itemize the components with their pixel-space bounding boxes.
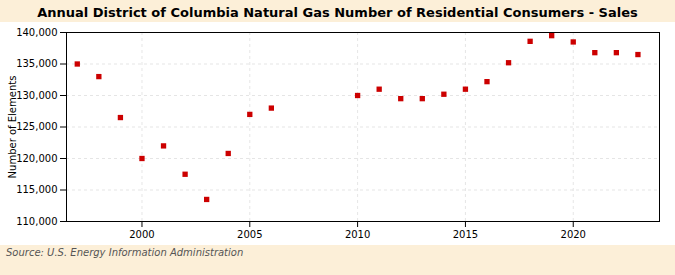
- svg-text:2020: 2020: [561, 229, 586, 240]
- html-text:Annual District of Columbia Na: Annual District of Columbia Natural Gas …: [37, 5, 638, 20]
- svg-text:2010: 2010: [345, 229, 370, 240]
- svg-text:110,000: 110,000: [16, 216, 57, 227]
- svg-text:2000: 2000: [129, 229, 154, 240]
- svg-text:120,000: 120,000: [16, 153, 57, 164]
- svg-text:130,000: 130,000: [16, 90, 57, 101]
- svg-text:2005: 2005: [237, 229, 262, 240]
- svg-text:2015: 2015: [453, 229, 478, 240]
- html-text:Source: U.S. Energy Informatio: Source: U.S. Energy Information Administ…: [6, 247, 244, 258]
- svg-text:115,000: 115,000: [16, 184, 57, 195]
- svg-text:125,000: 125,000: [16, 121, 57, 132]
- svg-text:140,000: 140,000: [16, 27, 57, 38]
- svg-text:135,000: 135,000: [16, 58, 57, 69]
- svg-text:Number of Elements: Number of Elements: [7, 76, 18, 179]
